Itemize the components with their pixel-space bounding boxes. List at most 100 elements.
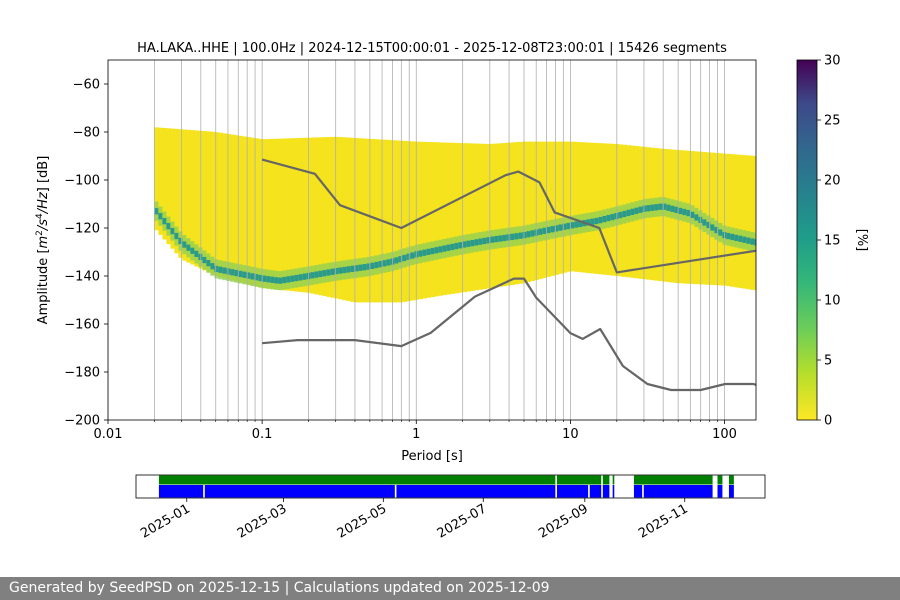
psd-column xyxy=(166,128,171,245)
psd-mode-band xyxy=(726,232,731,240)
psd-mode-band xyxy=(438,246,443,253)
psd-mode-band xyxy=(442,245,447,252)
timeline-segment-available xyxy=(643,485,713,498)
psd-column xyxy=(598,143,603,275)
psd-column xyxy=(554,141,559,275)
colorbar-tick-label: 20 xyxy=(824,174,841,189)
psd-mode-band xyxy=(238,270,243,278)
psd-mode-band xyxy=(202,256,207,264)
psd-mode-band xyxy=(626,209,631,217)
psd-column xyxy=(318,137,323,296)
psd-mode-band xyxy=(254,274,259,281)
psd-mode-band xyxy=(190,247,195,254)
psd-mode-band xyxy=(658,203,663,210)
psd-column xyxy=(446,142,451,295)
y-tick-label: −100 xyxy=(64,174,100,189)
psd-mode-band xyxy=(182,241,187,248)
psd-mode-band xyxy=(430,247,435,255)
psd-mode-band xyxy=(186,244,191,251)
psd-column xyxy=(510,142,515,285)
psd-column xyxy=(422,141,427,299)
timeline-segment-available xyxy=(158,485,204,498)
psd-mode-band xyxy=(702,219,707,226)
psd-mode-band xyxy=(310,272,315,279)
psd-mode-band xyxy=(166,223,171,230)
psd-mode-band xyxy=(262,275,267,282)
psd-mode-band xyxy=(314,271,319,278)
psd-mode-band xyxy=(274,277,279,284)
x-tick-label: 0.01 xyxy=(94,427,123,442)
psd-mode-band xyxy=(518,232,523,239)
y-axis-ticks: −60 −80 −100 −120 −140 −160 −180 −200 xyxy=(64,78,108,429)
psd-column xyxy=(542,141,547,278)
psd-column xyxy=(514,142,519,285)
timeline-segment-processed xyxy=(633,475,713,485)
noise-model-nhnm xyxy=(261,158,756,274)
psd-column xyxy=(406,141,411,302)
psd-mode-band xyxy=(330,268,335,275)
psd-mode-band xyxy=(466,240,471,247)
psd-mode-band xyxy=(570,222,575,229)
psd-mode-band xyxy=(678,207,683,215)
psd-mode-band xyxy=(394,257,399,264)
psd-column xyxy=(182,129,187,261)
psd-column xyxy=(210,131,215,275)
psd-mode-band xyxy=(550,226,555,233)
psd-mode-band xyxy=(670,205,675,212)
psd-mode-band xyxy=(546,226,551,234)
psd-mode-band xyxy=(514,233,519,240)
psd-column xyxy=(346,137,351,302)
psd-mode-band xyxy=(478,238,483,245)
psd-mode-band xyxy=(290,275,295,282)
psd-mode-band xyxy=(446,244,451,251)
psd-mode-band xyxy=(714,226,719,234)
psd-column xyxy=(538,141,543,279)
psd-mode-band xyxy=(454,242,459,250)
psd-mode-band xyxy=(578,220,583,227)
psd-mode-band xyxy=(542,227,547,234)
psd-density-heatmap xyxy=(154,127,756,303)
psd-column xyxy=(586,142,591,274)
psd-column xyxy=(254,138,259,287)
psd-mode-band xyxy=(402,254,407,262)
psd-column xyxy=(470,143,475,291)
psd-column xyxy=(174,128,179,254)
psd-mode-band xyxy=(210,263,215,270)
x-axis-label: Period [s] xyxy=(401,449,463,464)
psd-mode-band xyxy=(622,210,627,218)
psd-mode-band xyxy=(362,264,367,271)
psd-column xyxy=(370,138,375,303)
psd-mode-band xyxy=(278,277,283,284)
psd-column xyxy=(154,127,159,231)
psd-column xyxy=(354,138,359,303)
psd-mode-band xyxy=(494,235,499,243)
psd-column xyxy=(450,142,455,294)
psd-column xyxy=(562,141,567,273)
psd-mode-band xyxy=(170,227,175,235)
timeline-tick-label: 2025-09 xyxy=(536,501,591,541)
psd-mode-band xyxy=(162,218,167,225)
psd-mode-band xyxy=(566,222,571,230)
footer-text: Generated by SeedPSD on 2025-12-15 | Cal… xyxy=(9,580,550,596)
timeline-segment-available xyxy=(589,485,602,498)
psd-mode-band xyxy=(638,206,643,213)
psd-mode-band xyxy=(506,234,511,241)
timeline-segment-available xyxy=(612,485,615,498)
psd-column xyxy=(202,131,207,271)
psd-column xyxy=(238,135,243,283)
timeline-segment-available xyxy=(717,485,723,498)
psd-mode-band xyxy=(606,214,611,222)
timeline-segment-available xyxy=(556,485,589,498)
psd-mode-band xyxy=(298,274,303,281)
psd-column xyxy=(454,142,459,294)
psd-mode-band xyxy=(574,221,579,228)
psd-mode-band xyxy=(530,230,535,237)
psd-column xyxy=(270,138,275,290)
psd-mode-band xyxy=(526,231,531,238)
psd-column xyxy=(214,132,219,277)
psd-mode-band xyxy=(650,204,655,211)
psd-mode-band xyxy=(378,261,383,268)
psd-column xyxy=(742,155,747,289)
psd-mode-band xyxy=(398,256,403,263)
psd-column xyxy=(738,154,743,289)
